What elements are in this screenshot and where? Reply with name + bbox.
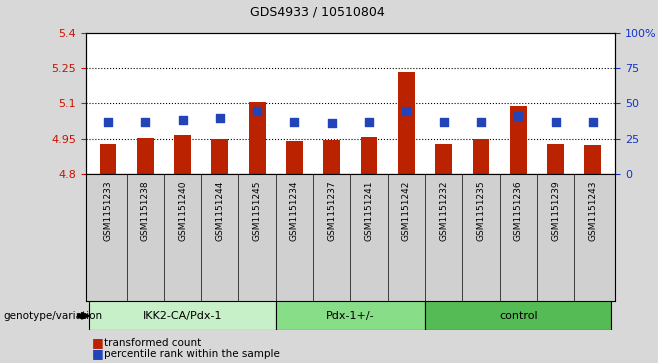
Text: genotype/variation: genotype/variation	[3, 311, 103, 321]
Point	[103, 119, 113, 125]
Bar	[425, 301, 611, 330]
Bar	[547, 144, 564, 174]
Bar	[137, 138, 153, 174]
Text: GSM1151236: GSM1151236	[514, 180, 522, 241]
Bar	[323, 139, 340, 174]
Text: GSM1151238: GSM1151238	[141, 180, 150, 241]
Point	[364, 119, 374, 125]
Bar	[584, 145, 601, 174]
Text: control: control	[499, 311, 538, 321]
Text: GSM1151235: GSM1151235	[476, 180, 486, 241]
Point	[177, 118, 188, 123]
Bar	[249, 102, 266, 174]
Text: GSM1151234: GSM1151234	[290, 180, 299, 241]
Text: Pdx-1+/-: Pdx-1+/-	[326, 311, 374, 321]
Text: GSM1151241: GSM1151241	[365, 180, 374, 241]
Bar	[398, 72, 415, 174]
Point	[326, 121, 337, 126]
Point	[289, 119, 299, 125]
Text: GSM1151244: GSM1151244	[215, 180, 224, 241]
Text: GSM1151239: GSM1151239	[551, 180, 560, 241]
Bar	[276, 301, 425, 330]
Text: ■: ■	[92, 347, 104, 360]
Point	[215, 115, 225, 121]
Point	[252, 107, 263, 113]
Bar	[89, 301, 276, 330]
Bar	[435, 144, 452, 174]
Text: GDS4933 / 10510804: GDS4933 / 10510804	[250, 5, 385, 18]
Text: GSM1151245: GSM1151245	[253, 180, 262, 241]
Point	[550, 119, 561, 125]
Point	[438, 119, 449, 125]
Bar	[286, 141, 303, 174]
FancyArrow shape	[78, 313, 89, 319]
Text: transformed count: transformed count	[104, 338, 201, 348]
Text: GSM1151232: GSM1151232	[439, 180, 448, 241]
Text: GSM1151243: GSM1151243	[588, 180, 597, 241]
Point	[476, 119, 486, 125]
Text: IKK2-CA/Pdx-1: IKK2-CA/Pdx-1	[143, 311, 222, 321]
Text: GSM1151233: GSM1151233	[103, 180, 113, 241]
Text: percentile rank within the sample: percentile rank within the sample	[104, 349, 280, 359]
Point	[588, 119, 598, 125]
Bar	[174, 135, 191, 174]
Text: GSM1151237: GSM1151237	[327, 180, 336, 241]
Point	[140, 119, 151, 125]
Bar	[361, 137, 378, 174]
Point	[513, 113, 524, 119]
Bar	[99, 144, 116, 174]
Bar	[510, 106, 526, 174]
Bar	[211, 139, 228, 174]
Point	[401, 107, 412, 113]
Text: GSM1151240: GSM1151240	[178, 180, 187, 241]
Text: GSM1151242: GSM1151242	[402, 180, 411, 241]
Text: ■: ■	[92, 337, 104, 350]
Bar	[472, 139, 490, 174]
